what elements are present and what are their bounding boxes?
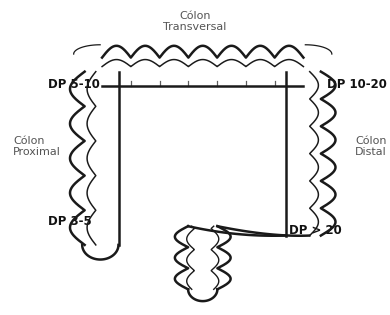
Text: Cólon
Proximal: Cólon Proximal xyxy=(13,136,61,158)
Text: DP 5-10: DP 5-10 xyxy=(48,77,100,91)
Text: DP 10-20: DP 10-20 xyxy=(327,77,386,91)
Text: Cólon
Transversal: Cólon Transversal xyxy=(163,11,227,32)
Text: DP > 20: DP > 20 xyxy=(289,224,342,238)
Polygon shape xyxy=(188,289,217,301)
Text: Cólon
Distal: Cólon Distal xyxy=(355,136,386,158)
Polygon shape xyxy=(188,226,309,236)
Text: DP 3-5: DP 3-5 xyxy=(48,215,92,228)
Polygon shape xyxy=(82,245,119,260)
